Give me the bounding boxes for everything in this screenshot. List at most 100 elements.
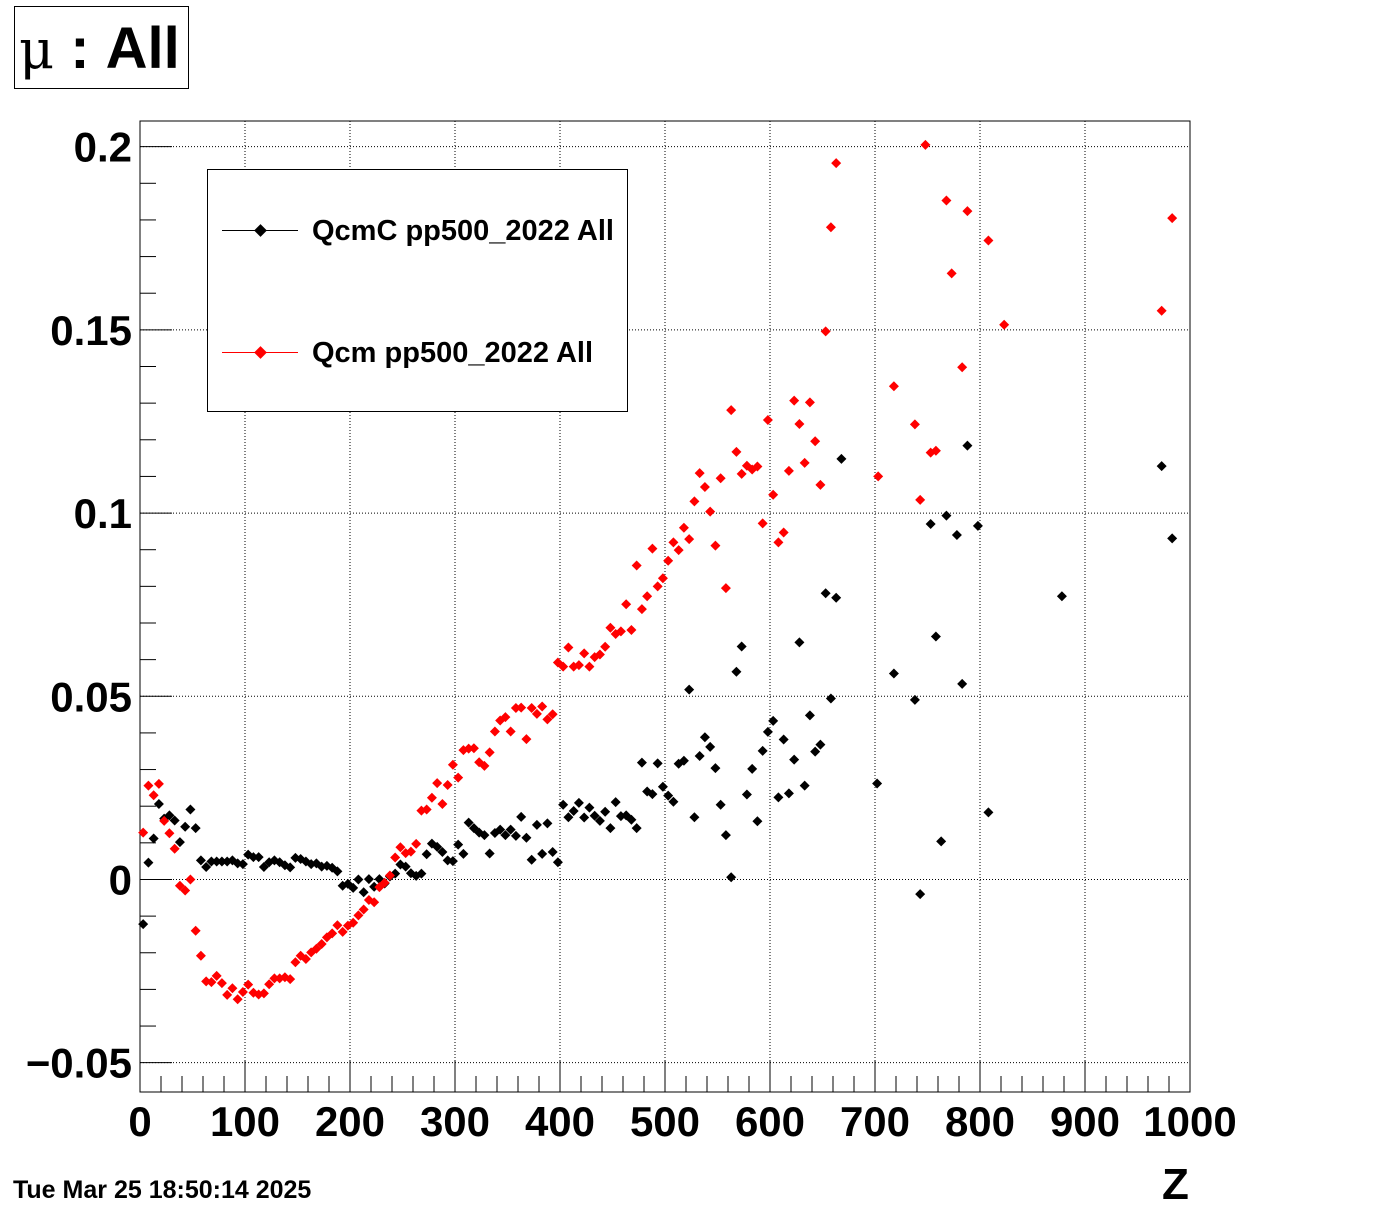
qcmc-point (678, 755, 689, 766)
legend-label: Qcm pp500_2022 All (312, 337, 594, 369)
timestamp: Tue Mar 25 18:50:14 2025 (13, 1176, 312, 1204)
qcmc-point (831, 592, 842, 603)
legend: QcmC pp500_2022 All Qcm pp500_2022 All (207, 169, 628, 412)
qcm-point (484, 747, 495, 758)
qcm-point (768, 489, 779, 500)
x-tick-label: 300 (420, 1098, 490, 1145)
qcmc-point (206, 856, 217, 867)
qcmc-point (647, 789, 658, 800)
qcm-point (888, 381, 899, 392)
qcm-point (636, 604, 647, 615)
qcm-point (395, 842, 406, 853)
qcmc-point (705, 741, 716, 752)
qcmc-point (715, 799, 726, 810)
qcmc-point (358, 887, 369, 898)
qcmc-point (505, 824, 516, 835)
qcmc-point (169, 815, 180, 826)
qcmc-point (605, 823, 616, 834)
qcm-point (432, 778, 443, 789)
qcm-point (437, 798, 448, 809)
qcmc-point (930, 631, 941, 642)
qcmc-point (836, 453, 847, 464)
qcmc-point (731, 666, 742, 677)
y-tick-label: 0.15 (50, 307, 132, 354)
qcmc-point (872, 778, 883, 789)
data-points (138, 139, 1178, 1005)
qcmc-point (458, 848, 469, 859)
qcm-point (479, 760, 490, 771)
qcmc-point (421, 849, 432, 860)
qcmc-point (195, 855, 206, 866)
qcmc-point (479, 830, 490, 841)
qcm-point (379, 877, 390, 888)
qcm-point (789, 395, 800, 406)
qcm-point (631, 560, 642, 571)
qcmc-point (778, 734, 789, 745)
qcmc-point (804, 710, 815, 721)
qcm-point (615, 626, 626, 637)
qcm-point (705, 506, 716, 517)
qcm-point (290, 957, 301, 968)
qcmc-point (558, 799, 569, 810)
qcmc-point (516, 811, 527, 822)
qcm-point (962, 206, 973, 217)
qcmc-point (148, 833, 159, 844)
qcmc-point (185, 804, 196, 815)
chart-title-text: : All (54, 16, 180, 81)
qcmc-point (1156, 461, 1167, 472)
x-tick-label: 400 (525, 1098, 595, 1145)
qcmc-point (363, 874, 374, 885)
qcm-point (311, 943, 322, 954)
qcmc-point (248, 852, 259, 863)
qcmc-point (542, 818, 553, 829)
qcm-point (316, 938, 327, 949)
qcmc-point (983, 807, 994, 818)
qcmc-point (888, 668, 899, 679)
qcmc-point (253, 852, 264, 863)
qcm-point (384, 870, 395, 881)
qcm-point (442, 779, 453, 790)
qcmc-point (747, 763, 758, 774)
qcm-point (337, 926, 348, 937)
x-tick-label: 900 (1050, 1098, 1120, 1145)
qcm-point (673, 545, 684, 556)
qcmc-point (526, 854, 537, 865)
qcmc-point (563, 812, 574, 823)
qcm-point (663, 555, 674, 566)
qcm-point (148, 790, 159, 801)
qcm-point (804, 397, 815, 408)
qcmc-point (825, 693, 836, 704)
qcmc-point (568, 805, 579, 816)
legend-entry-qcmc: QcmC pp500_2022 All (222, 216, 622, 246)
legend-marker (254, 224, 267, 237)
qcm-point (831, 158, 842, 169)
qcmc-point (447, 856, 458, 867)
qcm-point (180, 885, 191, 896)
qcm-point (332, 920, 343, 931)
qcm-point (762, 414, 773, 425)
qcm-point (500, 712, 511, 723)
qcm-point (174, 880, 185, 891)
qcmc-point (201, 862, 212, 873)
y-tick-label: −0.05 (26, 1040, 132, 1087)
qcmc-point (510, 830, 521, 841)
qcmc-point (537, 848, 548, 859)
qcmc-point (143, 857, 154, 868)
qcmc-point (909, 694, 920, 705)
qcm-point (605, 622, 616, 633)
qcmc-point (138, 919, 149, 930)
qcmc-point (495, 824, 506, 835)
qcmc-point (521, 832, 532, 843)
qcmc-point (768, 715, 779, 726)
qcmc-point (626, 814, 637, 825)
qcmc-point (573, 797, 584, 808)
qcmc-point (794, 637, 805, 648)
qcm-point (752, 461, 763, 472)
qcmc-point (941, 510, 952, 521)
qcmc-point (500, 830, 511, 841)
plot-frame (139, 120, 1191, 1093)
qcm-point (285, 974, 296, 985)
qcmc-point (211, 856, 222, 867)
legend-entry-qcm: Qcm pp500_2022 All (222, 338, 622, 368)
qcmc-point (710, 763, 721, 774)
